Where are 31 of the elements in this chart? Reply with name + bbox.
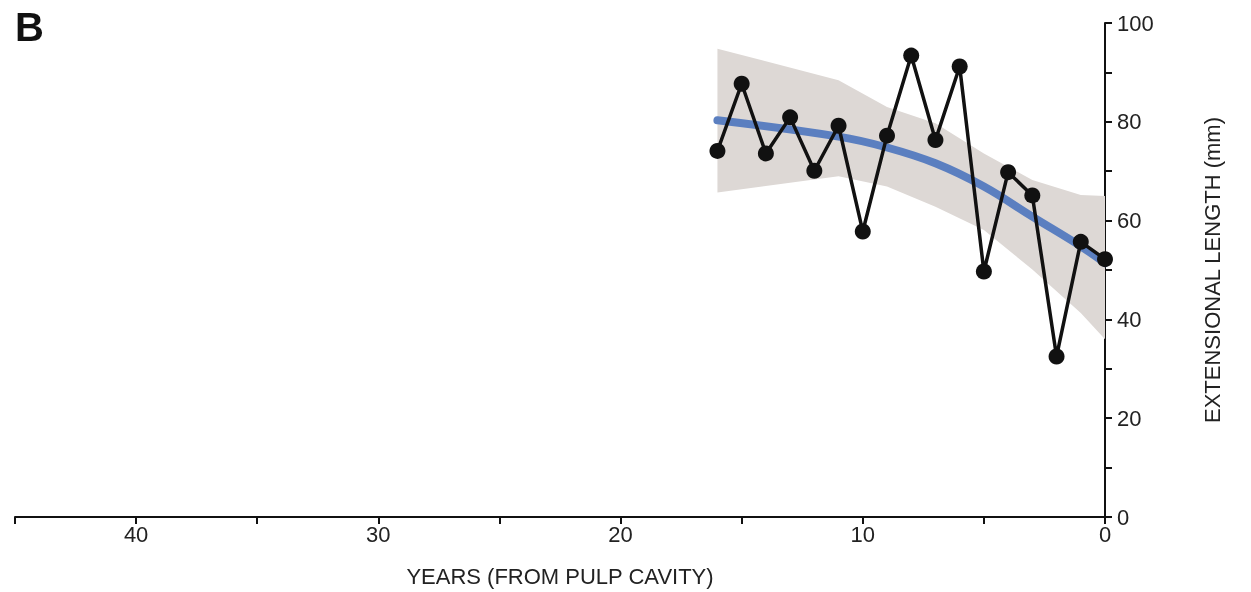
point [757,145,774,162]
x-tick-label: 0 [1098,521,1112,547]
point [830,117,847,134]
y-tick-label: 0 [1117,504,1130,530]
x-tick-label: 10 [850,521,876,547]
x-tick-label: 20 [608,521,633,547]
point [1000,164,1017,181]
point [1072,233,1089,250]
y-tick-label: 60 [1117,208,1142,234]
x-tick-label: 40 [123,521,149,547]
point [951,58,968,75]
point [782,109,799,126]
point [879,127,895,144]
point [1024,187,1041,204]
y-tick-label: 100 [1117,10,1154,36]
y-tick-label: 20 [1117,405,1142,431]
point [975,263,992,280]
x-tick-label: 30 [366,521,391,547]
point [903,47,920,64]
point [709,142,726,159]
point [733,75,750,92]
point [1097,251,1113,268]
x-axis-title: YEARS (FROM PULP CAVITY) [406,563,714,589]
point [854,223,871,240]
point [927,132,944,149]
chart-title: B [15,5,44,49]
y-axis-title: EXTENSIONAL LENGTH (mm) [1199,117,1225,423]
point [806,162,823,179]
y-tick-label: 40 [1117,306,1142,332]
y-tick-label: 80 [1117,109,1142,135]
point [1048,348,1065,365]
